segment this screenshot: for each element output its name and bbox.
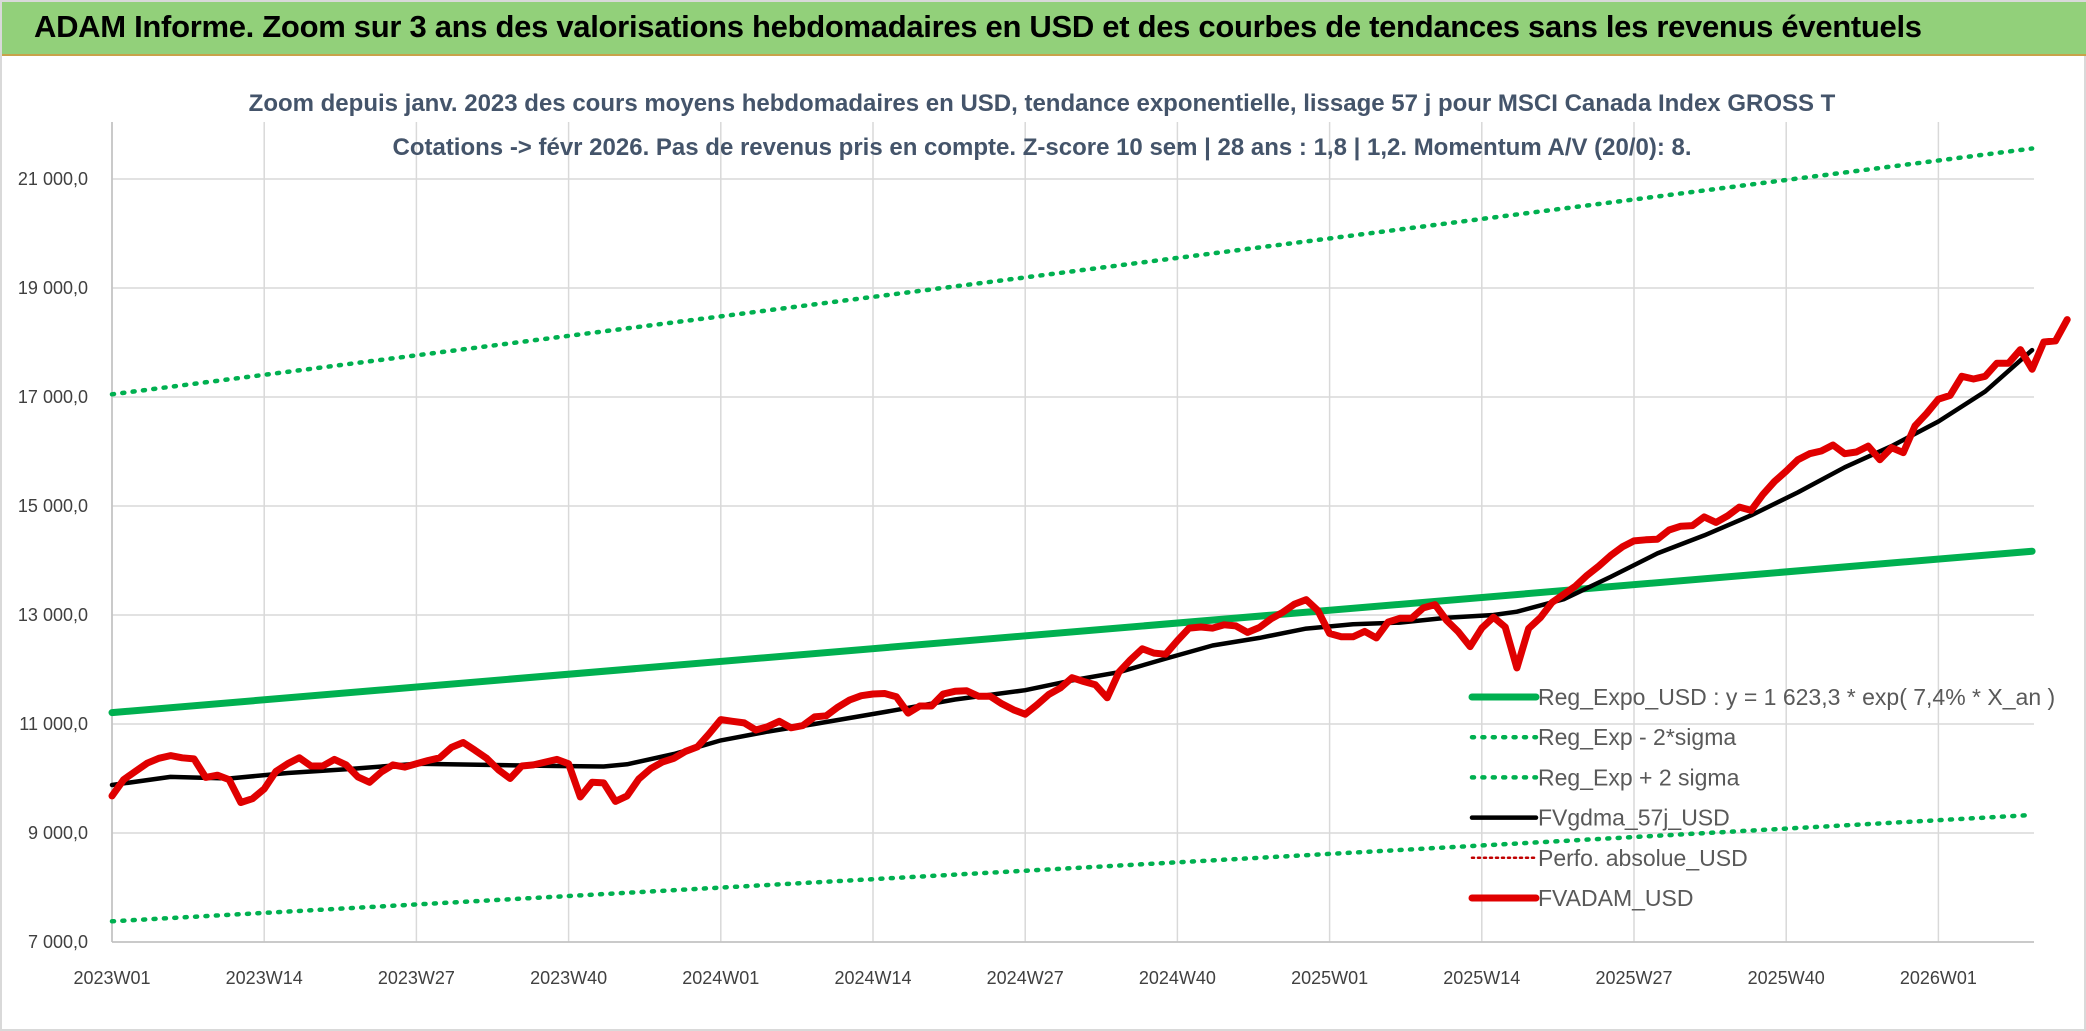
x-tick-label: 2024W01: [682, 968, 759, 988]
legend-label: Reg_Expo_USD : y = 1 623,3 * exp( 7,4% *…: [1538, 684, 2055, 710]
x-tick-label: 2025W01: [1291, 968, 1368, 988]
series-line-fvadam-usd: [108, 316, 2071, 806]
y-tick-label: 17 000,0: [18, 387, 88, 407]
legend-label: Perfo. absolue_USD: [1538, 845, 1748, 871]
y-tick-label: 9 000,0: [28, 823, 88, 843]
y-tick-label: 15 000,0: [18, 496, 88, 516]
chart-axes: [111, 122, 2034, 943]
chart-legend: Reg_Expo_USD : y = 1 623,3 * exp( 7,4% *…: [1468, 684, 2055, 911]
y-axis-ticks: 7 000,0 9 000,0 11 000,0 13 000,0 15 000,0 17…: [18, 169, 88, 952]
x-tick-label: 2024W40: [1139, 968, 1216, 988]
x-tick-label: 2023W27: [378, 968, 455, 988]
report-title: ADAM Informe. Zoom sur 3 ans des valoris…: [34, 9, 1922, 44]
series-line-reg-exp-2-sigma: [109, 146, 2035, 397]
y-tick-label: 13 000,0: [18, 605, 88, 625]
report-banner: ADAM Informe. Zoom sur 3 ans des valoris…: [2, 2, 2086, 56]
legend-label: Reg_Exp - 2*sigma: [1538, 724, 1736, 750]
legend-label: FVADAM_USD: [1538, 885, 1694, 911]
x-tick-label: 2026W01: [1900, 968, 1977, 988]
x-tick-label: 2025W27: [1595, 968, 1672, 988]
y-tick-label: 21 000,0: [18, 169, 88, 189]
chart-grid: [111, 122, 2034, 943]
series-line-reg-expo-usd-y-1-623-3-exp-7-4-x-an: [108, 547, 2036, 717]
series-line-reg-exp-2-sigma: [109, 812, 2035, 924]
legend-label: Reg_Exp + 2 sigma: [1538, 764, 1740, 790]
x-tick-label: 2023W01: [73, 968, 150, 988]
chart-series: [108, 146, 2071, 924]
legend-label: FVgdma_57j_USD: [1538, 805, 1730, 831]
x-tick-label: 2025W14: [1443, 968, 1520, 988]
x-axis-ticks: 2023W01 2023W14 2023W27 2023W40 2024W01 2024W…: [73, 968, 1976, 988]
x-tick-label: 2023W14: [226, 968, 303, 988]
series-line-fvgdma-57j-usd: [109, 347, 2035, 788]
x-tick-label: 2024W27: [987, 968, 1064, 988]
chart-subtitle: Cotations -> févr 2026. Pas de revenus p…: [392, 134, 1691, 161]
x-tick-label: 2023W40: [530, 968, 607, 988]
y-tick-label: 11 000,0: [19, 714, 88, 734]
y-tick-label: 19 000,0: [18, 278, 88, 298]
chart-title: Zoom depuis janv. 2023 des cours moyens …: [249, 90, 1836, 117]
x-tick-label: 2024W14: [834, 968, 911, 988]
x-tick-label: 2025W40: [1748, 968, 1825, 988]
y-tick-label: 7 000,0: [28, 932, 88, 952]
